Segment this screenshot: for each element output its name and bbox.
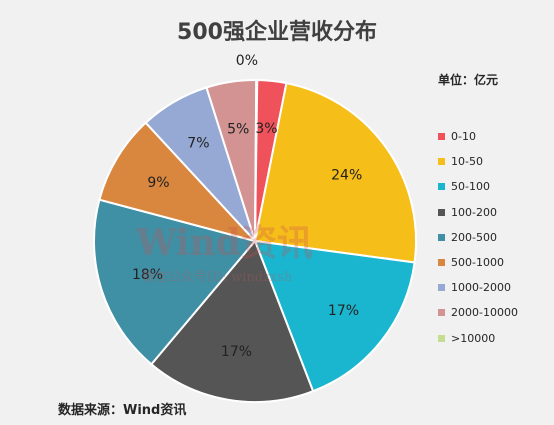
legend-item-100-200: 100-200 — [438, 200, 518, 225]
legend-swatch — [438, 259, 445, 267]
pie-label-100-200: 17% — [221, 344, 252, 360]
legend-swatch — [438, 284, 445, 292]
pie-label-2000-10000: 5% — [227, 122, 249, 138]
legend-swatch — [438, 334, 445, 342]
source-note: 数据来源：Wind资讯 — [58, 403, 187, 418]
legend-swatch — [438, 208, 445, 216]
legend-label: 0-10 — [451, 130, 476, 144]
pie-slice->10000 — [254, 78, 259, 242]
legend-label: 2000-10000 — [451, 306, 518, 320]
legend-item-1000-2000: 1000-2000 — [438, 275, 518, 300]
legend-swatch — [438, 133, 445, 141]
legend-item-0-10: 0-10 — [438, 124, 518, 149]
legend-item->10000: >10000 — [438, 326, 518, 351]
pie-label-0-10: 3% — [255, 121, 277, 137]
unit-label: 单位：亿元 — [438, 73, 499, 87]
pie-slice-100-200 — [149, 239, 315, 403]
legend-label: 1000-2000 — [451, 281, 511, 295]
pie-label-10-50: 24% — [331, 167, 362, 183]
pie-slice-10-50 — [253, 81, 417, 264]
pie-slice-50-100 — [253, 239, 416, 393]
pie-label-50-100: 17% — [328, 303, 359, 319]
pie-label-200-500: 18% — [132, 267, 163, 283]
legend-item-2000-10000: 2000-10000 — [438, 300, 518, 325]
pie-labels: 3% 24% 17% 17% 18% 9% 7% 5% 0% — [132, 53, 362, 360]
legend: 0-10 10-50 50-100 100-200 200-500 500-1000 100… — [438, 124, 518, 351]
pie-slice-500-1000 — [98, 121, 259, 243]
legend-label: 500-1000 — [451, 256, 504, 270]
legend-swatch — [438, 183, 445, 191]
pie-label->10000: 0% — [236, 53, 258, 69]
legend-label: 50-100 — [451, 180, 490, 194]
legend-swatch — [438, 233, 445, 241]
pie-label-1000-2000: 7% — [187, 136, 209, 152]
legend-swatch — [438, 158, 445, 166]
pie-label-500-1000: 9% — [147, 175, 169, 191]
pie-slice-200-500 — [93, 198, 257, 366]
legend-item-10-50: 10-50 — [438, 149, 518, 174]
legend-label: >10000 — [451, 331, 496, 345]
legend-item-200-500: 200-500 — [438, 225, 518, 250]
chart-title: 500强企业营收分布 — [177, 20, 377, 45]
pie-slices — [93, 78, 417, 403]
legend-label: 100-200 — [451, 205, 497, 219]
legend-label: 200-500 — [451, 230, 497, 244]
legend-swatch — [438, 309, 445, 317]
legend-item-50-100: 50-100 — [438, 174, 518, 199]
legend-item-500-1000: 500-1000 — [438, 250, 518, 275]
legend-label: 10-50 — [451, 155, 483, 169]
